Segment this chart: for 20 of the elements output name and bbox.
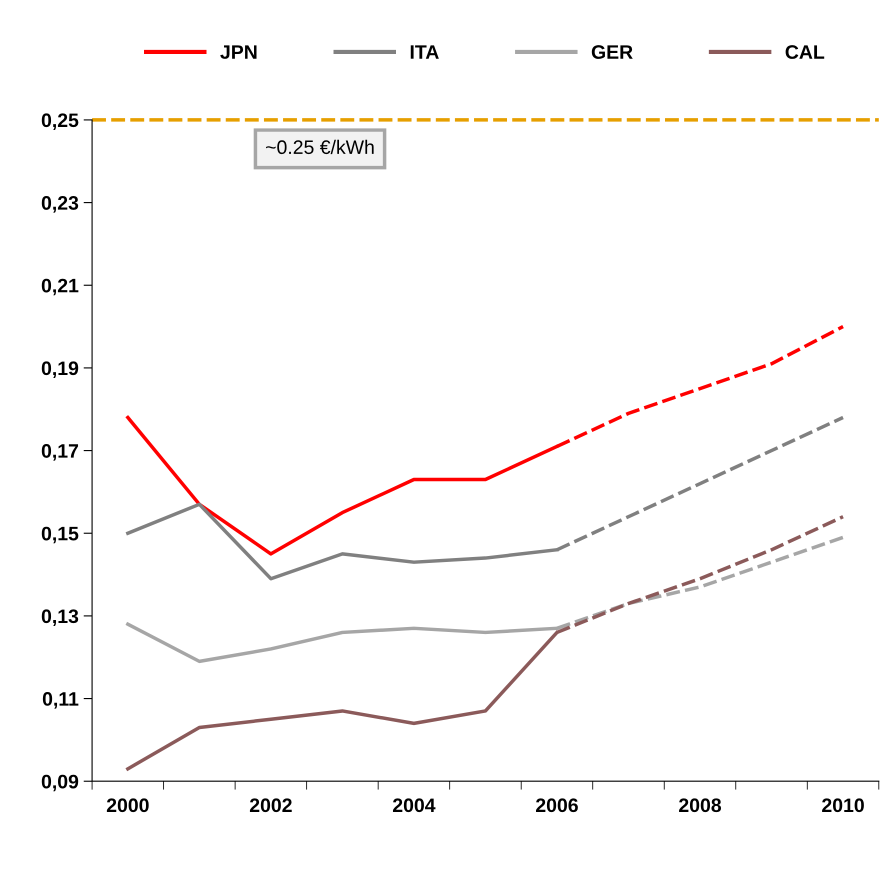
y-tick-label: 0,19	[42, 361, 78, 378]
legend-label: CAL	[786, 45, 824, 59]
y-tick-label: 0,13	[42, 609, 78, 626]
y-tick-label: 0,17	[42, 444, 78, 461]
y-tick-label: 0,23	[42, 196, 78, 213]
ref-line-label: ~0.25 €/kWh	[266, 140, 374, 154]
x-tick-label: 2004	[392, 798, 436, 812]
x-tick-label: 2010	[822, 798, 864, 812]
y-tick-label: 0,11	[42, 692, 78, 709]
legend-label: ITA	[410, 45, 439, 59]
y-tick-label: 0,25	[42, 113, 78, 130]
legend-label: JPN	[220, 45, 256, 59]
x-tick-label: 2008	[679, 798, 722, 812]
y-tick-label: 0,09	[42, 774, 78, 792]
x-tick-label: 2006	[536, 798, 578, 812]
legend-label: GER	[592, 45, 633, 59]
x-tick-label: 2000	[106, 798, 149, 812]
y-tick-label: 0,21	[42, 278, 78, 296]
x-tick-label: 2002	[250, 798, 292, 812]
y-tick-label: 0,15	[42, 526, 78, 544]
